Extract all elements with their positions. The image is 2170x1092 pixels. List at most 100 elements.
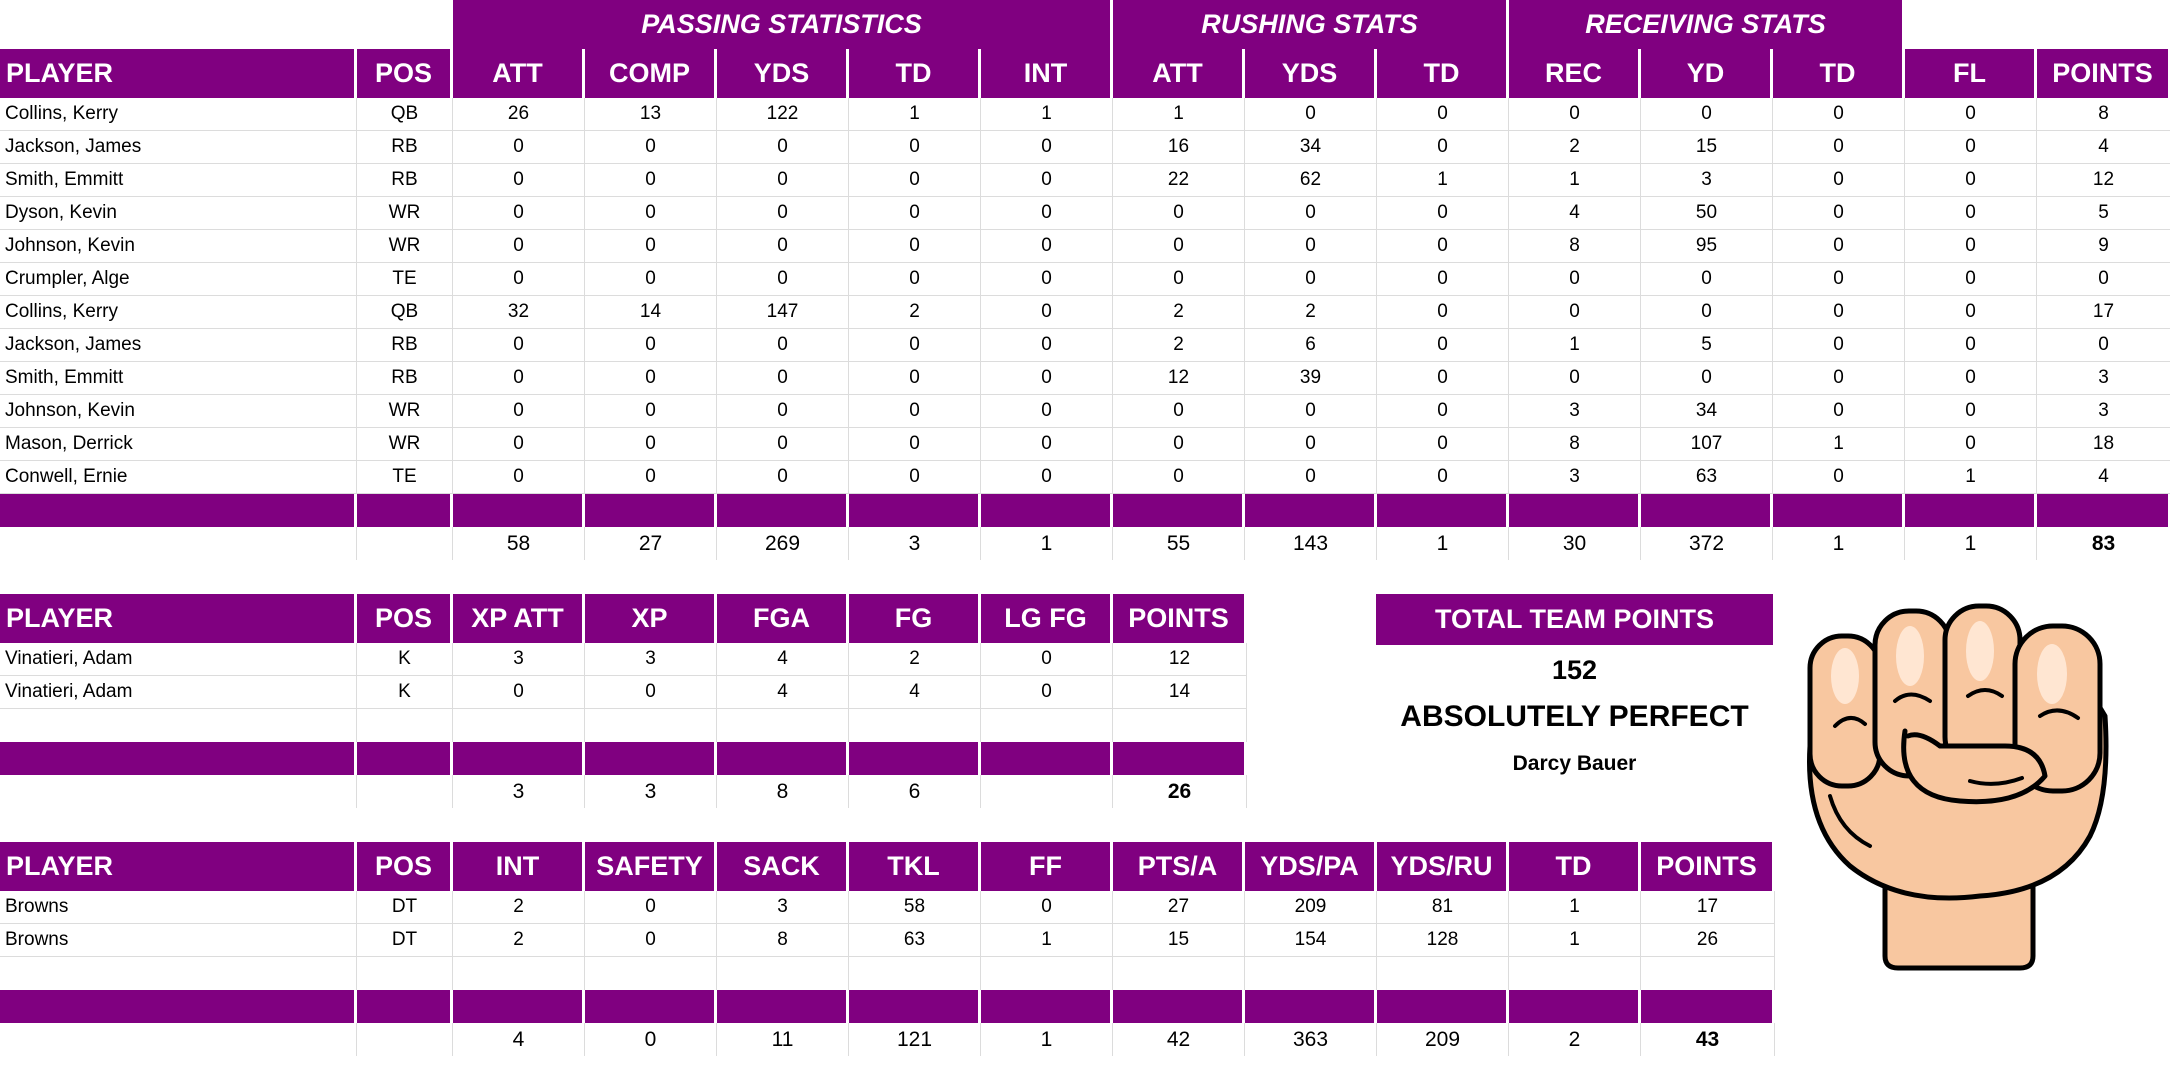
separator-cell [585, 494, 717, 527]
stat-cell: 0 [1377, 395, 1509, 428]
stat-cell: 0 [453, 197, 585, 230]
player-name-cell: Crumpler, Alge [0, 263, 357, 296]
stat-cell: 0 [1773, 296, 1905, 329]
defense-totals-row: 4 0 11 121 1 42 363 209 2 43 [0, 1023, 1775, 1056]
separator-cell [1113, 742, 1247, 775]
table-row: Browns DT 2 0 8 63 1 15 154 128 1 26 [0, 924, 1775, 957]
total-cell [357, 1023, 453, 1056]
stat-cell: 1 [1905, 461, 2037, 494]
stat-cell: 0 [1245, 395, 1377, 428]
separator-cell [1905, 494, 2037, 527]
stat-cell: 12 [2037, 164, 2170, 197]
stat-cell: 2 [1509, 131, 1641, 164]
stat-cell: 0 [1245, 98, 1377, 131]
stat-cell: 0 [1905, 98, 2037, 131]
stat-cell: 0 [1905, 362, 2037, 395]
defense-rows: Browns DT 2 0 3 58 0 27 209 81 1 17 Browns DT 2 0 8 63 1 15… [0, 891, 1775, 990]
total-cell: 27 [585, 527, 717, 560]
column-header: PTS/A [1113, 842, 1245, 891]
stat-cell: 2 [1245, 296, 1377, 329]
stat-cell: 1 [1773, 428, 1905, 461]
player-name-cell: Browns [0, 924, 357, 957]
stat-cell: 0 [717, 131, 849, 164]
table-row: Johnson, Kevin WR 0 0 0 0 0 0 0 0 3 34 0 0 3 [0, 395, 2170, 428]
table-row: Vinatieri, Adam K 0 0 4 4 0 14 [0, 676, 1247, 709]
stat-cell: 0 [585, 197, 717, 230]
player-name-cell: Jackson, James [0, 131, 357, 164]
separator-cell [1245, 494, 1377, 527]
separator-cell [849, 494, 981, 527]
header-spacer [357, 0, 453, 49]
stat-cell: 0 [849, 329, 981, 362]
position-cell: RB [357, 164, 453, 197]
stat-cell: 0 [1773, 98, 1905, 131]
stat-cell: 0 [981, 230, 1113, 263]
stat-cell: 0 [585, 428, 717, 461]
table-row: Vinatieri, Adam K 3 3 4 2 0 12 [0, 643, 1247, 676]
stat-cell: 95 [1641, 230, 1773, 263]
player-name-cell: Johnson, Kevin [0, 230, 357, 263]
stat-cell: 0 [717, 329, 849, 362]
stat-cell: 18 [2037, 428, 2170, 461]
table-row: Jackson, James RB 0 0 0 0 0 16 34 0 2 15 0 0 4 [0, 131, 2170, 164]
separator-cell [1113, 990, 1245, 1023]
offense-separator [0, 494, 2170, 527]
position-cell: RB [357, 131, 453, 164]
column-header: TD [849, 49, 981, 98]
total-cell [0, 1023, 357, 1056]
player-name-cell: Vinatieri, Adam [0, 643, 357, 676]
total-cell: 30 [1509, 527, 1641, 560]
stat-cell: 0 [849, 395, 981, 428]
stat-cell: 0 [585, 164, 717, 197]
total-cell: 11 [717, 1023, 849, 1056]
table-row: Crumpler, Alge TE 0 0 0 0 0 0 0 0 0 0 0 0 0 [0, 263, 2170, 296]
table-row: Conwell, Ernie TE 0 0 0 0 0 0 0 0 3 63 0 1 4 [0, 461, 2170, 494]
table-row: Browns DT 2 0 3 58 0 27 209 81 1 17 [0, 891, 1775, 924]
total-cell: 42 [1113, 1023, 1245, 1056]
stat-cell: 0 [1113, 197, 1245, 230]
column-header: POS [357, 594, 453, 643]
total-cell: 372 [1641, 527, 1773, 560]
offense-column-headers: PLAYER POS ATT COMP YDS TD INT ATT YDS TD REC YD TD F… [0, 49, 2170, 98]
table-row: Collins, Kerry QB 32 14 147 2 0 2 2 0 0 0 0 0 17 [0, 296, 2170, 329]
separator-cell [357, 494, 453, 527]
column-header: ATT [453, 49, 585, 98]
separator-cell [981, 990, 1113, 1023]
column-header: TD [1773, 49, 1905, 98]
stat-cell: 2 [1113, 329, 1245, 362]
stat-cell: 0 [1905, 164, 2037, 197]
player-name-cell: Smith, Emmitt [0, 362, 357, 395]
stat-cell: 0 [585, 395, 717, 428]
stat-cell: 4 [2037, 131, 2170, 164]
stat-cell: 0 [1773, 263, 1905, 296]
total-cell: 2 [1509, 1023, 1641, 1056]
separator-cell [717, 742, 849, 775]
separator-cell [849, 742, 981, 775]
stat-cell: 32 [453, 296, 585, 329]
total-cell: 3 [849, 527, 981, 560]
stat-cell: 8 [717, 924, 849, 957]
stat-cell: 6 [1245, 329, 1377, 362]
separator-cell [1377, 990, 1509, 1023]
team-points-panel: TOTAL TEAM POINTS 152 ABSOLUTELY PERFECT… [1376, 594, 1773, 776]
blank-cell [585, 957, 717, 990]
stat-cell: 0 [1641, 296, 1773, 329]
stat-cell: 0 [981, 296, 1113, 329]
stat-cell: 2 [453, 924, 585, 957]
total-cell: 1 [1905, 527, 2037, 560]
total-cell: 269 [717, 527, 849, 560]
separator-cell [453, 494, 585, 527]
stat-cell: 0 [1509, 263, 1641, 296]
stat-cell: 0 [981, 197, 1113, 230]
separator-cell [1377, 494, 1509, 527]
blank-cell [717, 709, 849, 742]
stat-cell: 0 [585, 924, 717, 957]
stat-cell: 0 [453, 461, 585, 494]
table-row: Smith, Emmitt RB 0 0 0 0 0 22 62 1 1 3 0 0 12 [0, 164, 2170, 197]
column-header: YD [1641, 49, 1773, 98]
stat-cell: 0 [1377, 461, 1509, 494]
stat-cell: 0 [1773, 164, 1905, 197]
total-cell: 1 [1773, 527, 1905, 560]
stat-cell: 0 [1377, 98, 1509, 131]
stat-cell: 2 [849, 643, 981, 676]
